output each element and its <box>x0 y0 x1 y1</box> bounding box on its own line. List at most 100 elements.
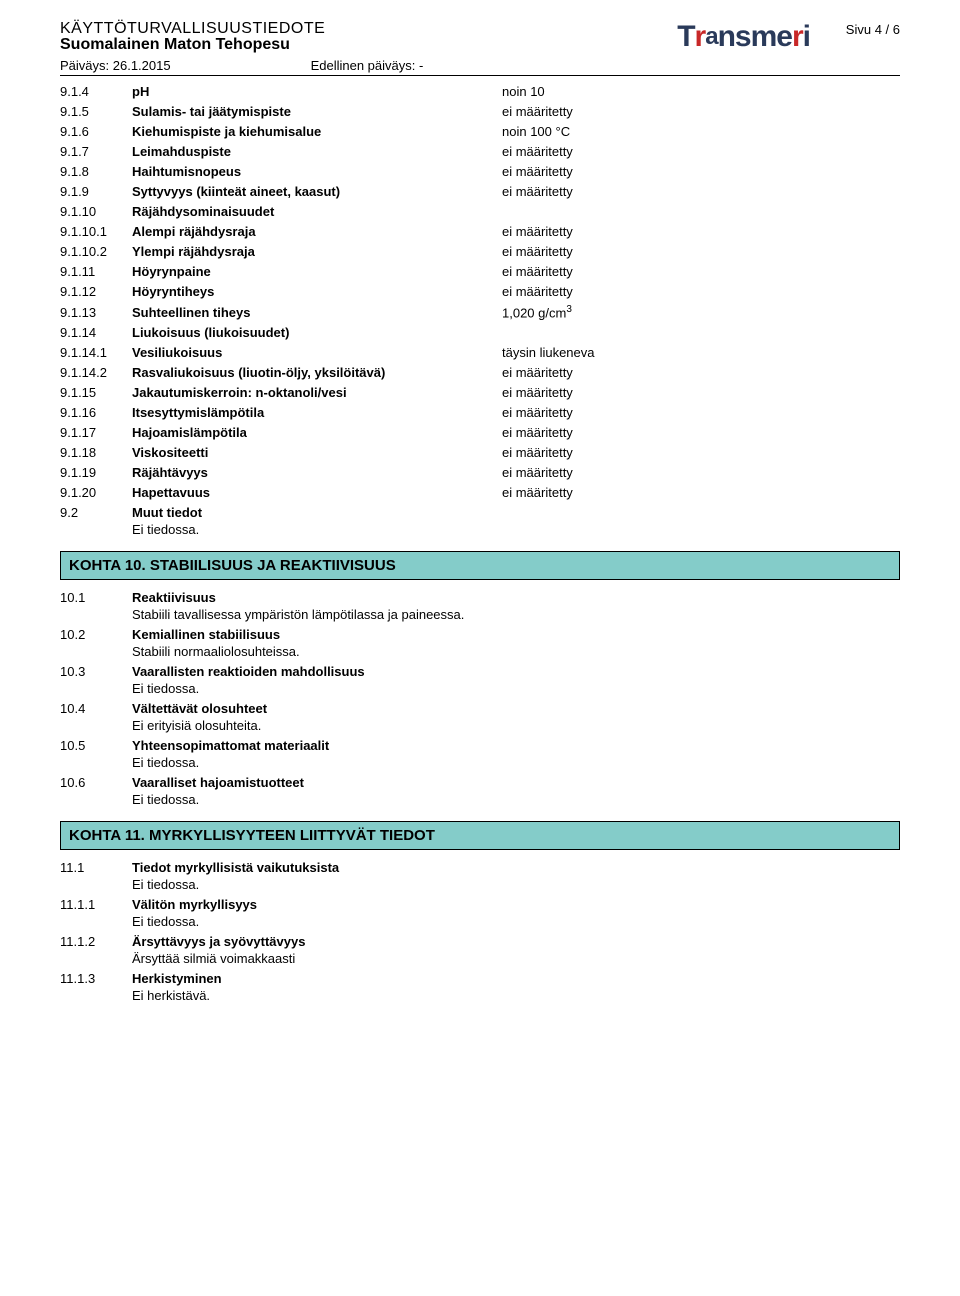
row-body: Ei tiedossa. <box>132 522 900 537</box>
row-num: 10.2 <box>60 627 132 642</box>
row-label: Haihtumisnopeus <box>132 164 502 179</box>
row-body: Ei erityisiä olosuhteita. <box>132 718 900 733</box>
data-row: 9.1.17Hajoamislämpötilaei määritetty <box>60 425 900 440</box>
row-label: Tiedot myrkyllisistä vaikutuksista <box>132 860 502 875</box>
section-item: 11.1Tiedot myrkyllisistä vaikutuksista Ei… <box>60 860 900 892</box>
row-label: Herkistyminen <box>132 971 502 986</box>
header-logo: Transmeri <box>677 22 810 52</box>
row-label: Vaarallisten reaktioiden mahdollisuus <box>132 664 502 679</box>
row-value: ei määritetty <box>502 264 900 279</box>
section-item: 11.1.1Välitön myrkyllisyysEi tiedossa. <box>60 897 900 929</box>
row-label: Jakautumiskerroin: n-oktanoli/vesi <box>132 385 502 400</box>
row-num: 9.1.10.1 <box>60 224 132 239</box>
row-value: ei määritetty <box>502 164 900 179</box>
row-label: Höyrynpaine <box>132 264 502 279</box>
page-header: KÄYTTÖTURVALLISUUSTIEDOTE Suomalainen Ma… <box>60 20 900 54</box>
section-item: 11.1.2Ärsyttävyys ja syövyttävyys Ärsyttä… <box>60 934 900 966</box>
section-11-body: 11.1Tiedot myrkyllisistä vaikutuksista Ei… <box>60 860 900 1003</box>
row-value: ei määritetty <box>502 104 900 119</box>
section-item: 10.1ReaktiivisuusStabiili tavallisessa y… <box>60 590 900 622</box>
row-label: Vältettävät olosuhteet <box>132 701 502 716</box>
row-label: Räjähdysominaisuudet <box>132 204 502 219</box>
header-left: KÄYTTÖTURVALLISUUSTIEDOTE Suomalainen Ma… <box>60 20 677 54</box>
row-value: ei määritetty <box>502 365 900 380</box>
row-label: Suhteellinen tiheys <box>132 305 502 320</box>
row-body: Ei tiedossa. <box>132 755 900 770</box>
row-num: 9.1.11 <box>60 264 132 279</box>
row-num: 10.6 <box>60 775 132 790</box>
section-item: 10.3Vaarallisten reaktioiden mahdollisuu… <box>60 664 900 696</box>
row-label: Muut tiedot <box>132 505 502 520</box>
row-value: ei määritetty <box>502 224 900 239</box>
data-row: 9.1.6Kiehumispiste ja kiehumisaluenoin 1… <box>60 124 900 139</box>
data-row: 9.1.20Hapettavuusei määritetty <box>60 485 900 500</box>
row-label: Sulamis- tai jäätymispiste <box>132 104 502 119</box>
row-value: ei määritetty <box>502 445 900 460</box>
date-label: Päiväys: 26.1.2015 <box>60 58 171 73</box>
row-num: 9.1.4 <box>60 84 132 99</box>
row-label: Höyryntiheys <box>132 284 502 299</box>
row-body: Ei tiedossa. <box>132 914 900 929</box>
row-value: ei määritetty <box>502 184 900 199</box>
row-num: 9.1.5 <box>60 104 132 119</box>
row-label: Hapettavuus <box>132 485 502 500</box>
data-row: 9.1.14.2Rasvaliukoisuus (liuotin-öljy, y… <box>60 365 900 380</box>
data-row: 9.1.8Haihtumisnopeusei määritetty <box>60 164 900 179</box>
row-label: pH <box>132 84 502 99</box>
section-item: 11.1.3HerkistyminenEi herkistävä. <box>60 971 900 1003</box>
data-row: 9.1.4pHnoin 10 <box>60 84 900 99</box>
row-num: 11.1.2 <box>60 934 132 949</box>
row-label: Viskositeetti <box>132 445 502 460</box>
section-9-rows: 9.1.4pHnoin 10 9.1.5Sulamis- tai jäätymis… <box>60 84 900 500</box>
data-row: 9.1.15Jakautumiskerroin: n-oktanoli/vesi… <box>60 385 900 400</box>
data-row: 9.1.10Räjähdysominaisuudet <box>60 204 900 219</box>
data-row: 9.1.14.1Vesiliukoisuustäysin liukeneva <box>60 345 900 360</box>
row-num: 10.1 <box>60 590 132 605</box>
row-value: noin 100 °C <box>502 124 900 139</box>
row-num: 10.4 <box>60 701 132 716</box>
row-value: noin 10 <box>502 84 900 99</box>
row-body: Stabiili normaaliolosuhteissa. <box>132 644 900 659</box>
data-row: 9.1.10.1Alempi räjähdysrajaei määritetty <box>60 224 900 239</box>
row-body: Ei tiedossa. <box>132 877 900 892</box>
row-num: 9.2 <box>60 505 132 520</box>
row-label: Liukoisuus (liukoisuudet) <box>132 325 502 340</box>
row-num: 11.1.3 <box>60 971 132 986</box>
data-row: 9.1.14Liukoisuus (liukoisuudet) <box>60 325 900 340</box>
row-body: Ärsyttää silmiä voimakkaasti <box>132 951 900 966</box>
row-label: Vesiliukoisuus <box>132 345 502 360</box>
row-num: 9.1.19 <box>60 465 132 480</box>
row-label: Kiehumispiste ja kiehumisalue <box>132 124 502 139</box>
row-label: Hajoamislämpötila <box>132 425 502 440</box>
row-label: Ylempi räjähdysraja <box>132 244 502 259</box>
row-num: 9.1.20 <box>60 485 132 500</box>
data-row: 9.1.19Räjähtävyysei määritetty <box>60 465 900 480</box>
row-num: 9.1.10.2 <box>60 244 132 259</box>
row-num: 9.1.18 <box>60 445 132 460</box>
row-num: 10.5 <box>60 738 132 753</box>
section-item: 10.6Vaaralliset hajoamistuotteetEi tiedo… <box>60 775 900 807</box>
row-label: Räjähtävyys <box>132 465 502 480</box>
row-num: 9.1.14.2 <box>60 365 132 380</box>
row-num: 10.3 <box>60 664 132 679</box>
row-label: Kemiallinen stabiilisuus <box>132 627 502 642</box>
data-row: 9.1.9Syttyvyys (kiinteät aineet, kaasut)… <box>60 184 900 199</box>
row-body: Stabiili tavallisessa ympäristön lämpöti… <box>132 607 900 622</box>
data-row: 9.1.13Suhteellinen tiheys1,020 g/cm3 <box>60 304 900 320</box>
row-label: Ärsyttävyys ja syövyttävyys <box>132 934 502 949</box>
row-num: 11.1 <box>60 860 132 875</box>
date-row: Päiväys: 26.1.2015 Edellinen päiväys: - <box>60 58 900 76</box>
row-num: 9.1.8 <box>60 164 132 179</box>
row-label: Vaaralliset hajoamistuotteet <box>132 775 502 790</box>
row-num: 9.1.7 <box>60 144 132 159</box>
row-value: 1,020 g/cm3 <box>502 304 900 320</box>
row-value: ei määritetty <box>502 465 900 480</box>
section-10-body: 10.1ReaktiivisuusStabiili tavallisessa y… <box>60 590 900 807</box>
data-row: 9.1.11Höyrynpaineei määritetty <box>60 264 900 279</box>
row-label: Yhteensopimattomat materiaalit <box>132 738 502 753</box>
row-value: ei määritetty <box>502 284 900 299</box>
data-row: 9.1.10.2Ylempi räjähdysrajaei määritetty <box>60 244 900 259</box>
row-value: ei määritetty <box>502 144 900 159</box>
row-value: ei määritetty <box>502 485 900 500</box>
row-num: 9.1.10 <box>60 204 132 219</box>
